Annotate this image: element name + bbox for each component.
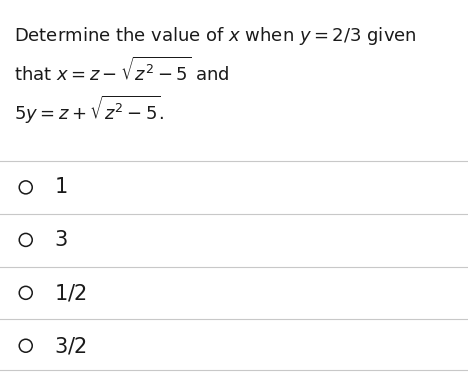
Text: $1/2$: $1/2$ xyxy=(54,282,87,303)
Text: $5y = z + \sqrt{z^2 - 5}.$: $5y = z + \sqrt{z^2 - 5}.$ xyxy=(14,94,165,126)
Text: $3/2$: $3/2$ xyxy=(54,335,87,356)
Text: Determine the value of $x$ when $y = 2/3$ given: Determine the value of $x$ when $y = 2/3… xyxy=(14,25,417,47)
Text: $3$: $3$ xyxy=(54,230,67,250)
Text: that $x = z - \sqrt{z^2 - 5}$ and: that $x = z - \sqrt{z^2 - 5}$ and xyxy=(14,57,229,85)
Text: $1$: $1$ xyxy=(54,177,67,198)
